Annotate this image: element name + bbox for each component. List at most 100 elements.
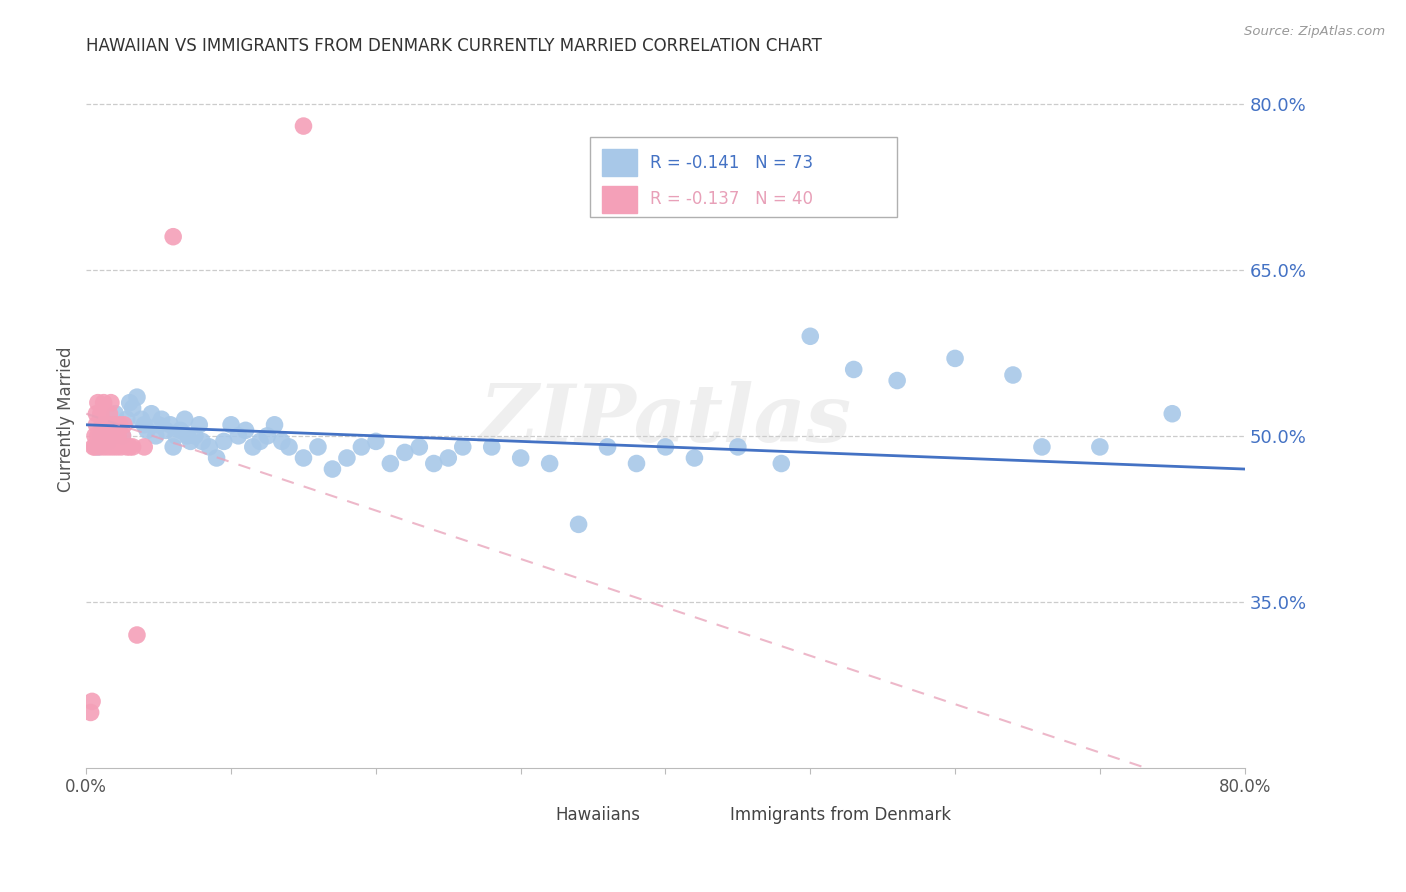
Point	[169, 423, 191, 437]
FancyBboxPatch shape	[689, 805, 721, 826]
Point	[111, 429, 134, 443]
Point	[292, 119, 315, 133]
Point	[98, 429, 121, 443]
Point	[111, 429, 134, 443]
Point	[191, 434, 214, 449]
FancyBboxPatch shape	[602, 149, 637, 176]
Point	[188, 417, 211, 432]
Point	[423, 457, 446, 471]
Point	[90, 429, 112, 443]
Point	[94, 429, 117, 443]
Point	[278, 440, 301, 454]
Point	[93, 417, 115, 432]
Point	[100, 423, 122, 437]
Point	[131, 412, 153, 426]
Point	[103, 417, 125, 432]
Point	[89, 440, 111, 454]
Point	[408, 440, 430, 454]
Point	[1161, 407, 1184, 421]
Point	[121, 440, 143, 454]
Point	[159, 417, 181, 432]
Point	[336, 450, 359, 465]
Point	[263, 417, 285, 432]
Point	[842, 362, 865, 376]
Point	[100, 395, 122, 409]
Text: Hawaiians: Hawaiians	[555, 806, 640, 824]
Point	[101, 429, 124, 443]
Point	[84, 429, 107, 443]
Point	[249, 434, 271, 449]
Point	[219, 417, 242, 432]
Point	[292, 450, 315, 465]
Point	[270, 434, 292, 449]
Point	[136, 423, 159, 437]
Point	[107, 429, 129, 443]
Point	[155, 423, 177, 437]
Point	[1001, 368, 1024, 382]
Point	[101, 440, 124, 454]
Point	[87, 429, 110, 443]
Point	[115, 440, 138, 454]
Point	[118, 395, 141, 409]
FancyBboxPatch shape	[602, 186, 637, 212]
Point	[886, 374, 908, 388]
Point	[943, 351, 966, 366]
Point	[184, 429, 207, 443]
Point	[101, 429, 124, 443]
Y-axis label: Currently Married: Currently Married	[58, 346, 75, 492]
Point	[98, 407, 121, 421]
Point	[105, 440, 128, 454]
Point	[799, 329, 821, 343]
Point	[87, 395, 110, 409]
Point	[79, 706, 101, 720]
Point	[770, 457, 793, 471]
Point	[86, 407, 108, 421]
Point	[104, 429, 127, 443]
Point	[91, 417, 114, 432]
Point	[107, 417, 129, 432]
Point	[626, 457, 648, 471]
Point	[380, 457, 402, 471]
Point	[90, 407, 112, 421]
Point	[228, 429, 250, 443]
Text: Immigrants from Denmark: Immigrants from Denmark	[730, 806, 952, 824]
Point	[80, 694, 103, 708]
Point	[165, 429, 187, 443]
Point	[112, 417, 135, 432]
Point	[93, 440, 115, 454]
Point	[90, 429, 112, 443]
Point	[145, 429, 167, 443]
Point	[538, 457, 561, 471]
Text: ZIPatlas: ZIPatlas	[479, 381, 852, 458]
Point	[212, 434, 235, 449]
Point	[481, 440, 503, 454]
Point	[198, 440, 221, 454]
Point	[121, 401, 143, 416]
Point	[173, 412, 195, 426]
Point	[727, 440, 749, 454]
Point	[97, 440, 120, 454]
Point	[84, 440, 107, 454]
Point	[654, 440, 676, 454]
Point	[256, 429, 278, 443]
Point	[118, 440, 141, 454]
Point	[162, 229, 184, 244]
Point	[437, 450, 460, 465]
Point	[235, 423, 257, 437]
Point	[568, 517, 591, 532]
Point	[683, 450, 706, 465]
Point	[394, 445, 416, 459]
Point	[1031, 440, 1053, 454]
Point	[134, 440, 156, 454]
Point	[350, 440, 373, 454]
Text: R = -0.141   N = 73: R = -0.141 N = 73	[651, 153, 814, 171]
Point	[205, 450, 228, 465]
Point	[94, 417, 117, 432]
Point	[180, 434, 202, 449]
Point	[451, 440, 474, 454]
Point	[87, 440, 110, 454]
Text: Source: ZipAtlas.com: Source: ZipAtlas.com	[1244, 25, 1385, 38]
Text: R = -0.137   N = 40: R = -0.137 N = 40	[651, 191, 814, 209]
Point	[97, 434, 120, 449]
Point	[509, 450, 531, 465]
